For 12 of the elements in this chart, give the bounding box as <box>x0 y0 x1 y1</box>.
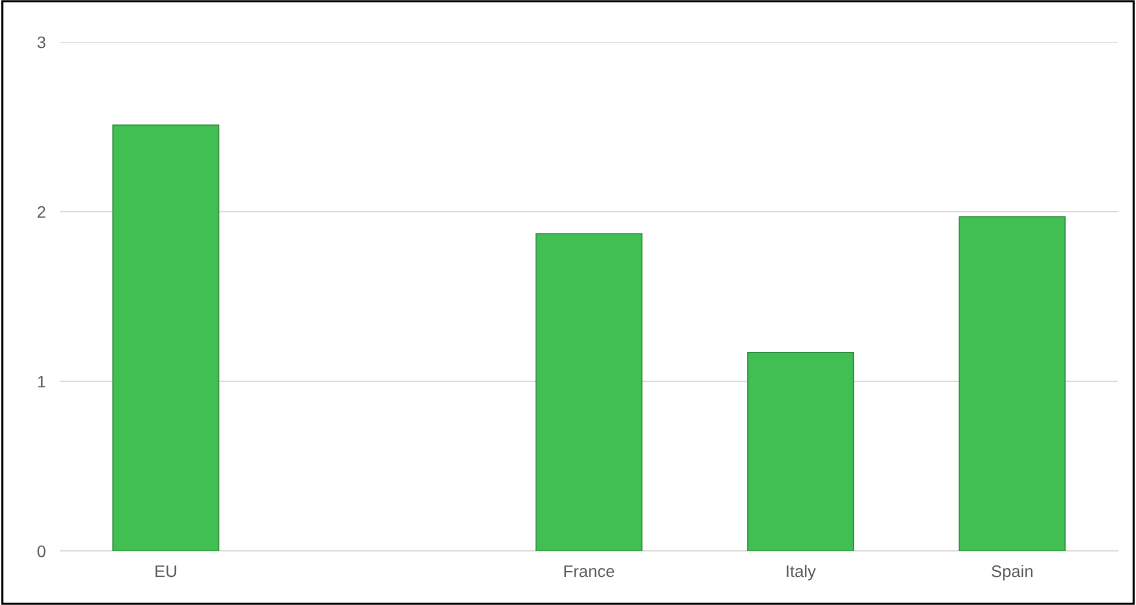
bar <box>958 216 1066 551</box>
bar <box>112 124 220 551</box>
bar <box>747 351 855 551</box>
x-tick-label: Italy <box>786 564 816 581</box>
x-tick-label: France <box>564 565 615 578</box>
y-tick-label: 1 <box>38 375 46 388</box>
x-tick-label: EU <box>155 565 177 578</box>
x-tick-label: Spain <box>991 564 1033 581</box>
bar <box>535 233 643 551</box>
y-tick-label: 2 <box>37 206 46 218</box>
y-tick-label: 0 <box>37 545 46 558</box>
y-tick-label: 3 <box>37 36 46 49</box>
